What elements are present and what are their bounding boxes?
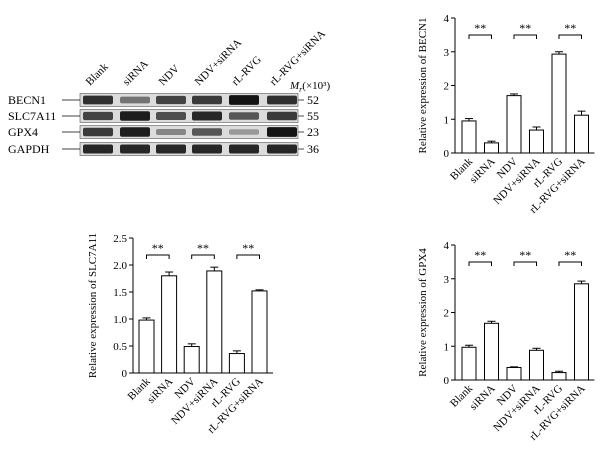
y-tick-label: 1 <box>444 114 450 126</box>
blot-band <box>120 144 150 154</box>
y-tick-label: 0.5 <box>113 341 127 353</box>
blot-band <box>267 127 297 137</box>
blot-band <box>192 95 222 105</box>
y-axis-label: Relative expression of BECN1 <box>417 18 429 154</box>
bar <box>506 367 522 381</box>
blot-band <box>267 111 297 121</box>
y-tick-label: 4 <box>444 240 450 252</box>
y-tick-label: 1.5 <box>113 287 127 299</box>
blot-band <box>120 127 150 137</box>
significance-label: ** <box>242 241 254 255</box>
significance-label: ** <box>519 248 531 262</box>
significance-label: ** <box>197 241 209 255</box>
y-tick-label: 3 <box>444 274 450 286</box>
bar <box>461 120 477 154</box>
blot-band <box>83 127 113 137</box>
y-tick-label: 1 <box>444 341 450 353</box>
blot-band <box>229 129 259 135</box>
blot-band <box>229 144 259 154</box>
blot-band <box>120 111 150 121</box>
blot-band <box>267 144 297 154</box>
y-axis-label: Relative expression of GPX4 <box>417 248 429 377</box>
significance-bracket <box>191 254 215 259</box>
mr-value: 36 <box>307 142 319 156</box>
lane-label: rL-RVG <box>230 54 264 88</box>
bar <box>574 283 589 381</box>
bar <box>551 372 567 381</box>
blot-band <box>83 144 113 154</box>
bar <box>161 275 178 374</box>
blot-band <box>229 112 259 120</box>
blot-band <box>192 111 222 121</box>
bar <box>461 346 477 381</box>
significance-bracket <box>558 261 582 266</box>
mr-value: 23 <box>307 125 319 139</box>
y-tick-label: 1.0 <box>113 314 127 326</box>
blot-band <box>83 95 113 105</box>
blot-band <box>229 95 259 105</box>
protein-label: GPX4 <box>8 125 38 139</box>
lane-label: Blank <box>84 61 111 88</box>
blot-band <box>192 144 222 154</box>
significance-label: ** <box>152 241 164 255</box>
significance-label: ** <box>474 248 486 262</box>
blot-band <box>156 112 186 120</box>
significance-bracket <box>558 34 582 39</box>
significance-bracket <box>236 254 260 259</box>
y-tick-label: 0 <box>444 375 450 387</box>
y-tick-label: 2 <box>444 308 450 320</box>
significance-bracket <box>513 34 537 39</box>
mr-value: 55 <box>307 109 319 123</box>
mr-value: 52 <box>307 93 319 107</box>
y-tick-label: 0 <box>444 148 450 160</box>
category-label: siRNA <box>468 156 498 186</box>
slc7a11-bar-chart: 0 0.5 1.0 1.5 2.0 2.5 Relative expression of S… <box>87 233 273 436</box>
bar <box>484 322 499 381</box>
category-label: siRNA <box>468 383 498 413</box>
bar <box>183 346 200 374</box>
category-label: siRNA <box>145 376 175 406</box>
blot-band <box>156 95 186 105</box>
significance-label: ** <box>564 248 576 262</box>
bar <box>138 319 155 374</box>
y-tick-label: 2 <box>444 81 450 93</box>
bar <box>506 95 522 154</box>
significance-label: ** <box>564 21 576 35</box>
significance-label: ** <box>474 21 486 35</box>
significance-label: ** <box>519 21 531 35</box>
protein-label: GAPDH <box>8 142 50 156</box>
significance-bracket <box>513 261 537 266</box>
lane-label: siRNA <box>121 58 151 88</box>
blot-band <box>192 128 222 136</box>
blot-band <box>156 128 186 136</box>
significance-bracket <box>146 254 170 259</box>
bar <box>551 53 567 154</box>
lane-label: NDV <box>157 63 182 88</box>
blot-band <box>83 111 113 121</box>
y-axis-label: Relative expression of SLC7A11 <box>87 233 99 378</box>
protein-label: BECN1 <box>8 93 46 107</box>
y-tick-label: 4 <box>444 13 450 25</box>
bar <box>529 349 544 381</box>
bar <box>251 290 268 374</box>
bar <box>206 270 223 374</box>
blot-band <box>120 96 150 104</box>
protein-label: SLC7A11 <box>8 109 56 123</box>
y-tick-label: 3 <box>444 47 450 59</box>
significance-bracket <box>468 34 492 39</box>
blot-band <box>156 144 186 154</box>
blot-band <box>267 95 297 105</box>
bar <box>484 142 499 154</box>
y-tick-label: 2.5 <box>113 233 127 245</box>
mr-label: Mr(×10³) <box>289 80 330 94</box>
bar <box>228 353 245 374</box>
bar <box>529 129 544 154</box>
y-tick-label: 2.0 <box>113 260 127 272</box>
significance-bracket <box>468 261 492 266</box>
bar <box>574 114 589 154</box>
y-tick-label: 0 <box>122 368 128 380</box>
